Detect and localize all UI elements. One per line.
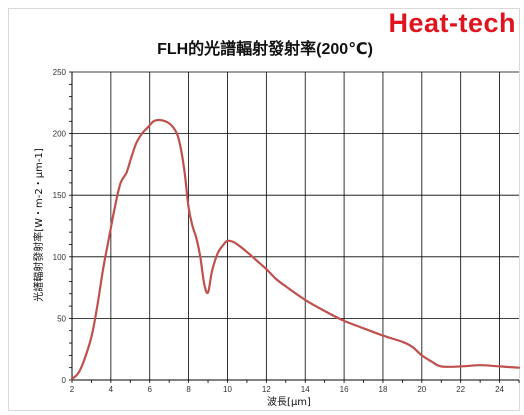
x-tick-label: 4 [109,385,114,394]
y-tick-labels: 0 50 100 150 200 250 [53,68,67,385]
chart-frame [8,8,520,411]
y-tick-label: 100 [53,253,67,262]
x-tick-label: 12 [262,385,271,394]
x-tick-labels: 2 4 6 8 10 12 14 16 18 20 22 24 [70,385,505,394]
y-tick-label: 150 [53,191,67,200]
y-axis-label: 光譜輻射發射率[W・m-2・μm-1] [32,148,45,302]
x-tick-label: 14 [301,385,310,394]
x-tick-label: 18 [379,385,388,394]
grid-lines [71,71,519,381]
y-tick-label: 0 [62,376,67,385]
x-tick-label: 2 [70,385,75,394]
x-tick-label: 10 [223,385,232,394]
series-line [70,118,521,380]
brand-logo: Heat-tech [388,8,516,38]
x-tick-label: 16 [340,385,349,394]
chart-title: FLH的光譜輻射發射率(200℃) [157,41,373,58]
x-axis-label: 波長[μm] [267,395,311,408]
data-series [70,118,521,380]
x-tick-label: 20 [417,385,426,394]
y-tick-label: 250 [53,68,67,77]
x-tick-label: 22 [456,385,465,394]
axes [69,71,520,383]
y-tick-label: 50 [57,314,66,323]
x-tick-label: 24 [495,385,504,394]
x-tick-label: 6 [148,385,153,394]
x-tick-label: 8 [186,385,191,394]
y-tick-label: 200 [53,130,67,139]
